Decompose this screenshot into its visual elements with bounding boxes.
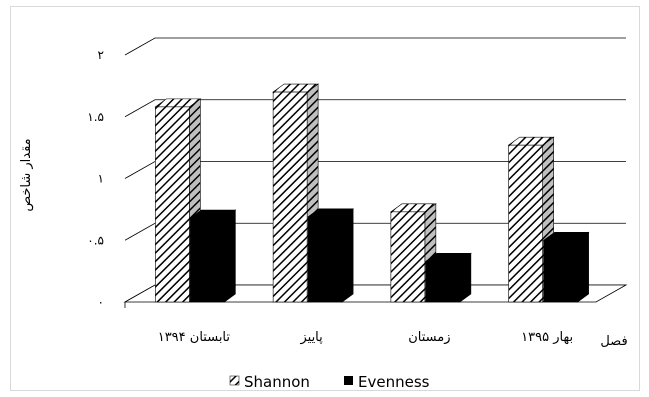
legend: Shannon Evenness (229, 373, 430, 391)
gridline (124, 99, 626, 118)
bar-shannon-front (390, 211, 426, 303)
x-category-label: بهار ۱۳۹۵ (521, 330, 573, 345)
bar-evenness (307, 208, 355, 303)
bar-evenness-side (577, 231, 589, 303)
bar-shannon-front (272, 91, 308, 303)
legend-label-evenness: Evenness (358, 373, 430, 391)
legend-swatch-shannon (229, 375, 240, 386)
bar-shannon (272, 83, 320, 303)
y-tick-label: ۰ (98, 295, 104, 309)
x-axis-title: فصل (600, 334, 627, 349)
y-axis-title: مقدار شاخص (19, 138, 34, 211)
legend-swatch-evenness (344, 376, 353, 385)
bar-evenness-side (459, 252, 472, 303)
y-tick-label: ۲ (98, 48, 104, 62)
bar-evenness (424, 252, 472, 303)
y-tick-label: ۰.۵ (87, 233, 104, 247)
legend-label-shannon: Shannon (244, 373, 310, 391)
x-category-label: تابستان ۱۳۹۴ (158, 330, 231, 345)
x-category-label: زمستان (408, 330, 450, 345)
bar-shannon-front (508, 144, 543, 303)
gridline (124, 37, 626, 56)
bar-evenness-front (425, 260, 461, 303)
bar-evenness (542, 231, 590, 303)
bar-evenness-front (543, 239, 578, 303)
bar-evenness-side (341, 208, 354, 303)
bar-evenness-front (307, 216, 343, 303)
x-category-label: پاییز (299, 330, 323, 345)
y-tick-label: ۱ (98, 172, 104, 186)
bar-evenness-front (190, 217, 225, 303)
bar-evenness-side (224, 209, 236, 303)
gridline (124, 222, 626, 241)
gridline (124, 161, 626, 179)
bar-evenness (189, 209, 237, 303)
y-tick-label: ۱.۵ (87, 110, 104, 124)
bar-shannon-front (155, 106, 190, 303)
